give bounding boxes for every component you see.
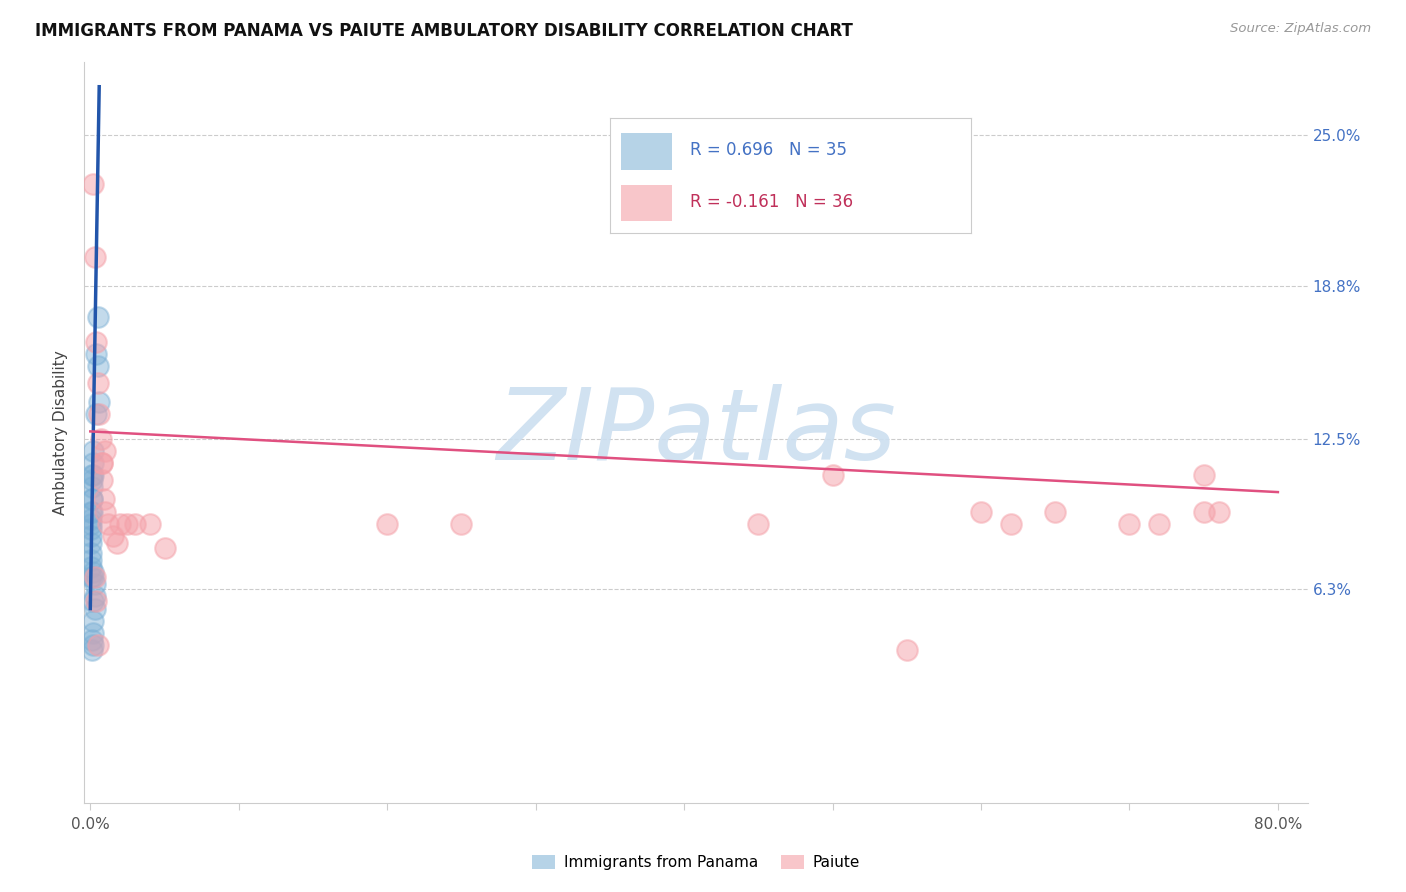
Point	[80, 473, 103, 487]
Point	[821, 468, 844, 483]
Point	[80, 512, 103, 526]
Point	[80, 480, 103, 494]
Point	[124, 516, 146, 531]
Point	[82, 594, 104, 608]
Point	[896, 643, 918, 657]
Point	[1000, 516, 1022, 531]
Point	[153, 541, 176, 555]
Point	[93, 492, 115, 507]
Point	[82, 626, 104, 640]
Point	[80, 521, 103, 535]
Point	[80, 633, 103, 648]
Point	[117, 516, 139, 531]
Point	[80, 468, 103, 483]
Point	[80, 492, 103, 507]
Point	[84, 334, 107, 349]
Point	[80, 504, 103, 518]
Point	[94, 443, 117, 458]
Y-axis label: Ambulatory Disability: Ambulatory Disability	[53, 351, 69, 515]
Point	[80, 546, 103, 560]
Point	[91, 473, 114, 487]
Point	[80, 536, 103, 550]
Point	[82, 570, 104, 584]
Point	[84, 347, 107, 361]
Point	[82, 614, 104, 628]
Point	[97, 516, 120, 531]
Legend: Immigrants from Panama, Paiute: Immigrants from Panama, Paiute	[526, 849, 866, 877]
Point	[80, 492, 103, 507]
Point	[1192, 468, 1215, 483]
Point	[450, 516, 472, 531]
Point	[83, 577, 105, 591]
Point	[82, 638, 104, 652]
Point	[82, 177, 104, 191]
Point	[83, 601, 105, 615]
Point	[105, 536, 128, 550]
Point	[375, 516, 398, 531]
Point	[80, 570, 103, 584]
Point	[1192, 504, 1215, 518]
Point	[80, 529, 103, 543]
Point	[87, 376, 110, 390]
Point	[1208, 504, 1230, 518]
Point	[1118, 516, 1140, 531]
Point	[89, 395, 111, 409]
Point	[138, 516, 160, 531]
Point	[91, 456, 114, 470]
Point	[83, 250, 105, 264]
Text: IMMIGRANTS FROM PANAMA VS PAIUTE AMBULATORY DISABILITY CORRELATION CHART: IMMIGRANTS FROM PANAMA VS PAIUTE AMBULAT…	[35, 22, 853, 40]
Point	[80, 643, 103, 657]
Point	[108, 516, 131, 531]
Point	[83, 590, 105, 604]
Point	[87, 638, 110, 652]
Point	[80, 504, 103, 518]
Point	[82, 456, 104, 470]
Point	[101, 529, 124, 543]
Point	[80, 560, 103, 574]
Point	[80, 516, 103, 531]
Point	[747, 516, 769, 531]
Point	[87, 310, 110, 325]
Text: Source: ZipAtlas.com: Source: ZipAtlas.com	[1230, 22, 1371, 36]
Point	[1147, 516, 1170, 531]
Point	[80, 553, 103, 567]
Point	[82, 443, 104, 458]
Point	[84, 594, 107, 608]
Point	[90, 432, 112, 446]
Point	[87, 359, 110, 373]
Point	[91, 456, 114, 470]
Point	[82, 468, 104, 483]
Point	[1045, 504, 1067, 518]
Point	[89, 408, 111, 422]
Point	[82, 565, 104, 579]
Point	[94, 504, 117, 518]
Point	[83, 570, 105, 584]
Point	[970, 504, 993, 518]
Text: ZIPatlas: ZIPatlas	[496, 384, 896, 481]
Point	[84, 408, 107, 422]
